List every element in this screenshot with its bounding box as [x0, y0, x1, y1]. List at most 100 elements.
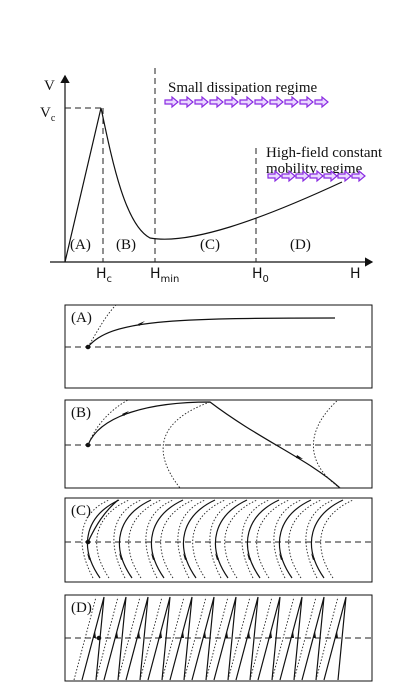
trajectory [323, 596, 347, 681]
panel-d-trajectories [73, 596, 347, 681]
trajectory-guide [271, 596, 295, 681]
trajectory-guide [145, 499, 174, 579]
regime-arrow [295, 169, 310, 183]
direction-arrow [203, 631, 206, 638]
direction-arrow [137, 631, 140, 638]
direction-arrow [291, 631, 294, 638]
direction-arrow [247, 631, 250, 638]
regime-label: High-field constant [266, 145, 383, 161]
regime-arrow [269, 95, 284, 109]
regime-arrow [323, 169, 338, 183]
direction-arrow [313, 631, 316, 638]
trajectory-guide [273, 499, 302, 579]
direction-arrow [269, 631, 272, 638]
trajectory [81, 596, 105, 681]
regime-arrow [194, 95, 209, 109]
trajectory-guide [241, 499, 270, 579]
panel-label: (B) [71, 405, 91, 421]
trajectory-guide [96, 499, 130, 579]
trajectory-guide [288, 499, 322, 579]
panel [64, 497, 373, 583]
y-axis-label: V [44, 78, 55, 94]
trajectory-guide [128, 499, 162, 579]
x-axis-label: H [350, 266, 361, 282]
region-label: (C) [200, 237, 220, 253]
trajectory-guide [73, 596, 97, 681]
regime-arrow [299, 95, 314, 109]
direction-arrow [296, 455, 303, 459]
region-label: (A) [70, 237, 91, 253]
regime-arrow [281, 169, 296, 183]
trajectory [310, 499, 344, 579]
trajectory [214, 499, 248, 579]
direction-arrow [159, 631, 162, 638]
trajectory-guide [305, 499, 334, 579]
trajectory-guide [183, 596, 207, 681]
direction-arrow [119, 553, 123, 560]
trajectory-guide [113, 499, 142, 579]
regime-arrow [284, 95, 299, 109]
direction-arrow [225, 631, 228, 638]
regime-arrow [164, 95, 179, 109]
trajectory [147, 596, 171, 681]
trajectory [169, 596, 193, 681]
velocity-curve [64, 107, 343, 263]
trajectory-guide [177, 499, 206, 579]
trajectory-guide [81, 499, 110, 579]
trajectory [213, 596, 237, 681]
trajectory [278, 499, 312, 579]
direction-arrow [215, 553, 219, 560]
trajectory-guide [249, 596, 273, 681]
regime-label: Small dissipation regime [168, 80, 317, 96]
trajectory-guide [95, 596, 119, 681]
trajectory [103, 596, 127, 681]
regime-arrow [254, 95, 269, 109]
direction-arrow [335, 631, 338, 638]
trajectory-guide [162, 401, 211, 489]
panel-label: (D) [71, 600, 92, 616]
trajectory [257, 596, 281, 681]
trajectory [87, 499, 119, 543]
regime-arrow [179, 95, 194, 109]
trajectory [118, 499, 152, 579]
trajectory [235, 596, 259, 681]
regime-arrow [337, 169, 352, 183]
direction-arrow [138, 321, 145, 326]
trajectory-guide [139, 596, 163, 681]
panel-c-trajectories [81, 499, 354, 579]
tick-label: Hmin [150, 266, 179, 285]
region-label: (D) [290, 237, 311, 253]
regime-arrow [314, 95, 329, 109]
trajectory-guide [320, 499, 354, 579]
trajectory [279, 596, 303, 681]
trajectory-guide [160, 499, 194, 579]
regime-arrow [224, 95, 239, 109]
trajectory-guide [87, 304, 117, 348]
direction-arrow [93, 631, 96, 638]
trajectory-guide [256, 499, 290, 579]
direction-arrow [247, 553, 251, 560]
panel-label: (A) [71, 310, 92, 326]
trajectory-guide [224, 499, 258, 579]
trajectory-guide [192, 499, 226, 579]
trajectory-guide [87, 399, 129, 446]
direction-arrow [279, 553, 283, 560]
trajectory-guide [117, 596, 141, 681]
direction-arrow [311, 553, 315, 560]
trajectory-guide [227, 596, 251, 681]
direction-arrow [151, 553, 155, 560]
regime-arrow [209, 95, 224, 109]
trajectory-guide [315, 596, 339, 681]
trajectory [86, 499, 120, 579]
vc-label: Vc [40, 105, 56, 124]
direction-arrow [87, 553, 91, 560]
direction-arrow [122, 411, 129, 416]
region-label: (B) [116, 237, 136, 253]
trajectory [182, 499, 216, 579]
trajectory [191, 596, 215, 681]
regime-arrow [351, 169, 366, 183]
regime-arrow [267, 169, 282, 183]
trajectory-guide [209, 499, 238, 579]
tick-label: Hc [96, 266, 112, 285]
